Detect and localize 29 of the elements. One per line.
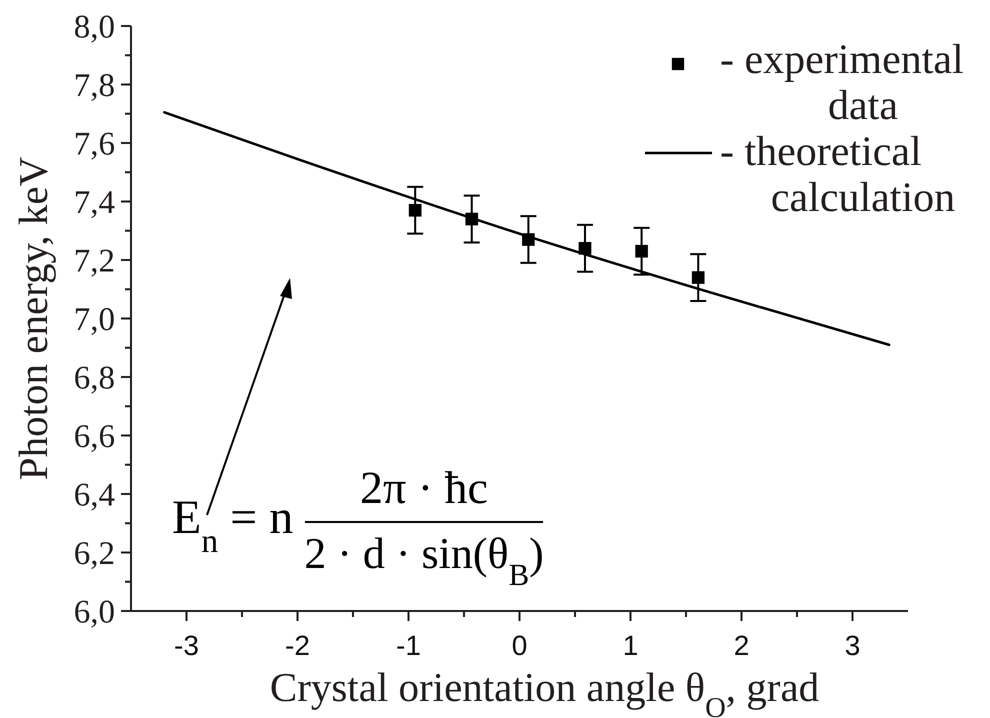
y-tick-label: 6,2 xyxy=(74,536,115,572)
annotation: E$_{n}$ = n xyxy=(172,491,294,560)
point xyxy=(408,204,422,217)
x-tick-label: -3 xyxy=(174,630,199,661)
x-tick-label: 2 xyxy=(734,630,750,661)
point xyxy=(635,244,648,258)
y-tick-label: 7,8 xyxy=(74,68,115,104)
y-tick-label: 6,6 xyxy=(74,419,115,456)
y-tick-label: 6,8 xyxy=(74,360,115,397)
x-tick-label: -1 xyxy=(396,630,421,661)
y-tick-label: 6,4 xyxy=(74,478,115,514)
x-tick-label: 0 xyxy=(512,630,528,661)
x-tick-label: 1 xyxy=(622,630,638,661)
x-tick-label: 3 xyxy=(844,630,860,661)
y-tick-label: 6,0 xyxy=(74,594,115,631)
legend-label: - experimental data xyxy=(720,37,964,129)
y-tick-label: 7,4 xyxy=(74,185,115,222)
y-tick-label: 7,6 xyxy=(74,126,115,163)
annotation: 2 · d · sin(θ$_{B}$) xyxy=(304,529,544,592)
y-axis-title: Photon energy, keV xyxy=(10,156,56,480)
x-axis-title: Crystal orientation angle θ$_{O}$, grad xyxy=(270,664,820,718)
x-tick-label: -2 xyxy=(285,630,310,661)
y-tick-label: 7,0 xyxy=(74,302,115,338)
y-tick-label: 7,2 xyxy=(74,244,115,280)
point xyxy=(578,242,592,255)
legend-label: - theoretical calculation xyxy=(720,129,956,221)
point xyxy=(692,271,705,284)
y-tick-label: 8,0 xyxy=(74,10,115,46)
annotation: 2π · ħc xyxy=(360,462,488,513)
